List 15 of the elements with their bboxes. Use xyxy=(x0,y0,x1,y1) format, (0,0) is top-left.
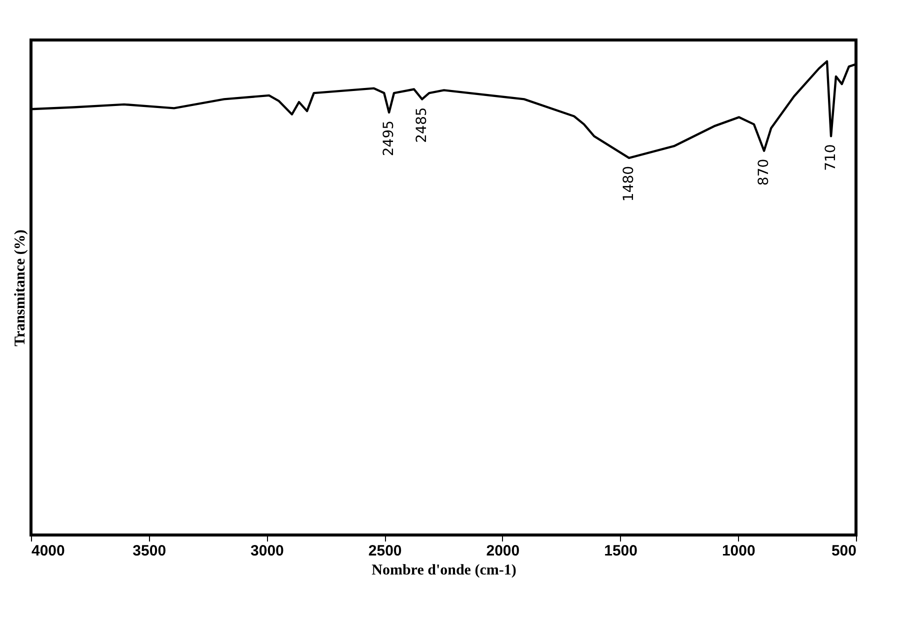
x-tick-label: 4000 xyxy=(32,542,65,560)
annotation: 710 xyxy=(823,144,840,171)
x-tick-label: 3000 xyxy=(250,542,284,560)
annotation: 870 xyxy=(756,158,772,186)
y-axis-title: Transmitance (%) xyxy=(12,230,28,346)
x-tick-label: 2500 xyxy=(368,542,402,560)
x-tick-label: 1000 xyxy=(722,542,756,560)
x-tick-label: 3500 xyxy=(132,542,166,560)
x-axis-title: Nombre d'onde (cm-1) xyxy=(372,562,516,578)
annotation: 2495 xyxy=(381,120,398,156)
x-tick-label: 500 xyxy=(831,542,856,560)
annotation: 2485 xyxy=(414,107,430,143)
annotation: 1480 xyxy=(621,166,638,202)
x-tick-label: 2000 xyxy=(486,542,520,560)
x-tick-label: 1500 xyxy=(604,542,638,560)
